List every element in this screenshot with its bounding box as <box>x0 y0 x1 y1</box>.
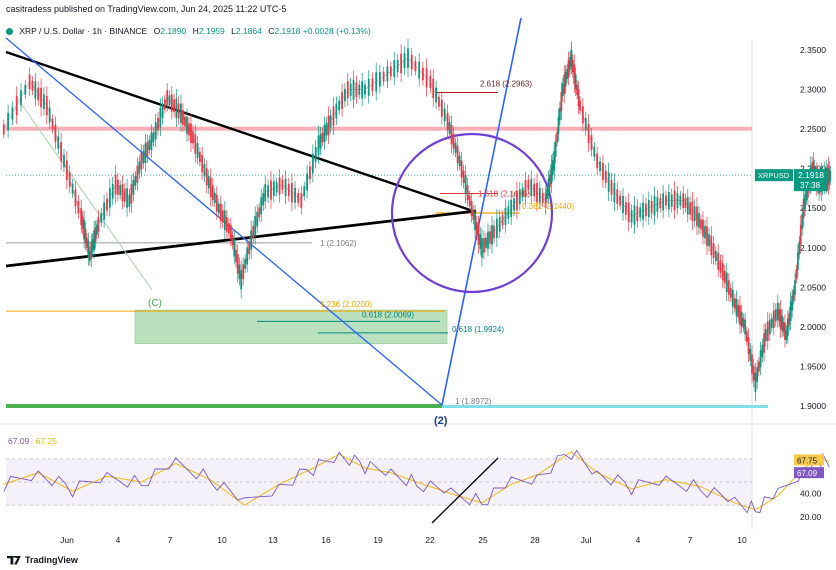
tradingview-logo: TradingView <box>7 555 78 565</box>
trendline-lower <box>5 209 477 268</box>
price-tick-label: 2.2500 <box>800 124 826 134</box>
base-line-green <box>6 404 442 408</box>
fib-label: 1.618 (2.1686) <box>478 190 530 199</box>
rsi-line <box>3 449 830 514</box>
trendline-green-thin <box>21 104 153 291</box>
time-tick-label: 25 <box>478 535 488 545</box>
open-value: 2.1890 <box>160 26 187 36</box>
price-tick-label: 2.0500 <box>800 282 826 292</box>
price-tick-label: 2.3000 <box>800 85 826 95</box>
fib-label: 1.236 (2.0200) <box>320 300 372 309</box>
rsi-tick-label: 20.00 <box>800 512 822 522</box>
time-tick-label: 22 <box>425 535 435 545</box>
green-zone <box>134 309 448 345</box>
time-tick-label: 28 <box>530 535 540 545</box>
candle-body <box>88 250 91 261</box>
tradingview-logo-icon <box>7 555 21 565</box>
high-label: H <box>192 26 199 36</box>
rsi-badge-text: 67.09 <box>797 469 818 478</box>
candle-body <box>2 124 5 135</box>
time-tick-label: 7 <box>168 535 173 545</box>
rsi-ma-line <box>3 451 830 511</box>
wave-label-2: (2) <box>434 415 448 427</box>
rsi-tick-label: 40.00 <box>800 489 822 499</box>
price-tick-label: 1.9500 <box>800 361 826 371</box>
wave-label-c: (C) <box>148 298 162 309</box>
time-tick-label: 4 <box>636 535 641 545</box>
price-badge-countdown: 37:38 <box>800 181 821 190</box>
publisher-line: casitradess published on TradingView.com… <box>6 4 287 14</box>
rsi-badge <box>794 467 824 479</box>
fib-label: 1 (2.1062) <box>320 239 357 248</box>
symbol-title: XRP / U.S. Dollar · 1h · BINANCE <box>19 26 148 36</box>
time-tick-label: 10 <box>217 535 227 545</box>
rsi-value: 67.09 <box>8 436 30 446</box>
price-tick-label: 1.9000 <box>800 401 826 411</box>
tradingview-logo-text: TradingView <box>25 555 78 565</box>
change-value: +0.0028 (+0.13%) <box>302 26 371 36</box>
price-tick-label: 2.3500 <box>800 45 826 55</box>
highlight-circle <box>390 132 554 294</box>
time-tick-label: 7 <box>688 535 693 545</box>
low-value: 2.1864 <box>235 26 262 36</box>
price-badge-value: 2.1918 <box>798 170 824 180</box>
time-tick-label: 13 <box>268 535 278 545</box>
close-label: C <box>268 26 275 36</box>
price-path <box>3 57 832 383</box>
market-status-icon <box>6 28 13 35</box>
fib-label: 2.618 (2.2963) <box>480 79 532 88</box>
time-tick-label: Jul <box>581 535 592 545</box>
symbol-badge-text: XRPUSD <box>758 171 790 180</box>
rsi-trendline <box>431 457 499 524</box>
candle-body <box>240 269 243 290</box>
candle-body <box>754 372 757 393</box>
symbol-header: XRP / U.S. Dollar · 1h · BINANCE O2.1890… <box>6 26 371 36</box>
trendline-blue-up <box>441 17 522 406</box>
symbol-badge <box>755 169 793 182</box>
rsi-ma-value: 67.25 <box>35 436 57 446</box>
rsi-ma-badge <box>794 454 824 466</box>
price-tick-label: 2.1000 <box>800 243 826 253</box>
rsi-header: 67.09 67.25 <box>8 436 57 446</box>
trendline-upper <box>5 50 477 214</box>
time-tick-label: 19 <box>373 535 383 545</box>
base-line-cyan <box>442 405 768 408</box>
time-tick-label: Jun <box>60 535 74 545</box>
time-tick-label: 16 <box>321 535 331 545</box>
time-tick-label: 4 <box>116 535 121 545</box>
low-label: L <box>231 26 236 36</box>
price-tick-label: 2.1500 <box>800 203 826 213</box>
fib-label: 0.382 (2.1440) <box>522 202 574 211</box>
fib-label: 1 (1.8972) <box>455 397 492 406</box>
high-value: 2.1959 <box>198 26 225 36</box>
rsi-ma-badge-text: 67.75 <box>797 456 818 465</box>
resistance-band <box>6 126 752 131</box>
open-label: O <box>153 26 161 36</box>
fib-label: 0.618 (1.9924) <box>452 325 504 334</box>
close-value: 2.1918 <box>274 26 301 36</box>
price-badge <box>794 169 828 192</box>
price-tick-label: 2.0000 <box>800 322 826 332</box>
fib-label: 0.618 (2.0069) <box>362 310 414 319</box>
time-tick-label: 10 <box>737 535 747 545</box>
